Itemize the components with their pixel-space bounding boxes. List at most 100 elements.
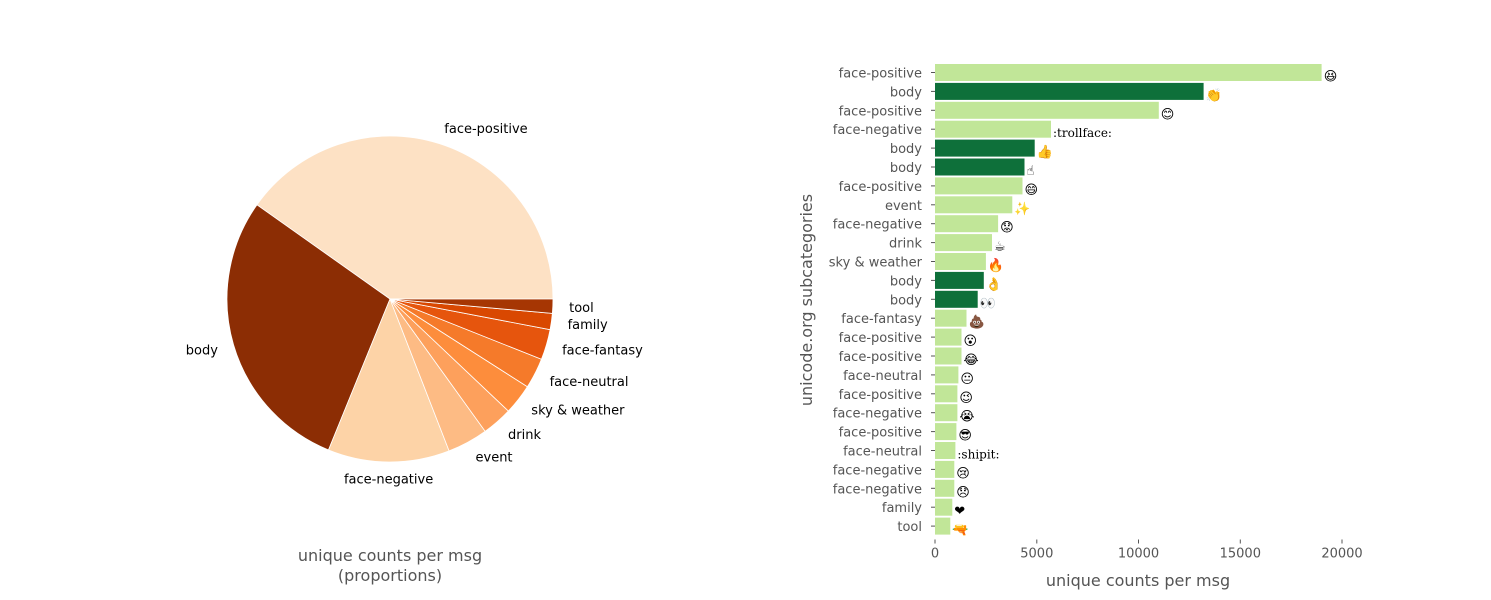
y-tick-label: face-negative xyxy=(833,482,922,497)
pie-label: face-fantasy xyxy=(562,343,643,358)
y-tick-label: body xyxy=(890,161,922,176)
bar xyxy=(935,460,955,478)
pie-label: event xyxy=(476,451,513,466)
y-tick-label: sky & weather xyxy=(829,256,923,271)
y-tick-label: face-negative xyxy=(833,123,922,138)
bar-emoji-label: 😄 xyxy=(1025,183,1039,198)
bar-emoji-label: 🔥 xyxy=(988,258,1004,274)
bar-chart: face-positive 😆 body 👏 face-positive 😊 face-ne… xyxy=(829,64,1363,562)
pie-slice-face-negative xyxy=(327,297,450,463)
pie-label: face-negative xyxy=(344,472,433,487)
bar xyxy=(935,309,967,327)
bar-emoji-label: 😭 xyxy=(959,410,974,425)
bar xyxy=(935,290,978,308)
y-tick-label: face-positive xyxy=(839,350,922,365)
bar xyxy=(935,139,1035,157)
y-tick-label: face-fantasy xyxy=(841,312,922,327)
y-tick-label: body xyxy=(890,142,922,157)
y-tick-label: face-positive xyxy=(839,104,922,119)
bar-emoji-label: 😂 xyxy=(964,353,979,368)
pie-chart: face-positive body face-negative event drink… xyxy=(186,122,643,487)
bar xyxy=(935,479,955,497)
y-tick-label: face-neutral xyxy=(843,445,922,460)
pie-label: body xyxy=(186,343,218,358)
bar-emoji-label: 💩 xyxy=(969,314,985,330)
bar xyxy=(935,442,956,459)
bar xyxy=(935,177,1023,195)
pie-x-axis-label-line: unique counts per msg xyxy=(298,546,482,565)
bar xyxy=(935,234,992,252)
bar-emoji-label: :trollface: xyxy=(1053,126,1112,140)
pie-x-axis-label: unique counts per msg (proportions) xyxy=(298,546,482,585)
bar-emoji-label: 😊 xyxy=(1161,107,1175,122)
pie-label: face-neutral xyxy=(550,375,629,390)
bar-emoji-label: 😎 xyxy=(958,429,972,444)
pie-label: face-positive xyxy=(444,122,527,137)
y-tick-label: face-negative xyxy=(833,463,922,478)
bar xyxy=(935,498,953,516)
y-tick-label: tool xyxy=(897,520,922,535)
bar xyxy=(935,423,957,441)
pie-slice-body xyxy=(226,204,391,451)
x-tick-label: 0 xyxy=(931,547,939,562)
y-tick-label: face-negative xyxy=(833,407,922,422)
bar-emoji-label: ☕ xyxy=(994,240,1006,255)
bar xyxy=(935,385,958,403)
bar-emoji-label: :shipit: xyxy=(957,448,999,462)
pie-label: sky & weather xyxy=(531,403,625,418)
bar xyxy=(935,196,1013,214)
pie-label: tool xyxy=(569,301,594,316)
bar xyxy=(935,517,951,535)
y-tick-label: face-negative xyxy=(833,218,922,233)
bar-emoji-label: 🔫 xyxy=(952,523,968,538)
bar xyxy=(935,328,962,346)
y-tick-label: face-positive xyxy=(839,388,922,403)
bar-emoji-label: 😟 xyxy=(1000,221,1014,236)
bar-emoji-label: ✨ xyxy=(1014,201,1030,217)
bar-emoji-label: 😐 xyxy=(960,372,974,387)
bar xyxy=(935,347,962,365)
y-tick-label: family xyxy=(882,501,922,516)
y-tick-label: event xyxy=(885,199,922,214)
pie-x-axis-label-line: (proportions) xyxy=(338,566,442,585)
pie-label: drink xyxy=(508,428,541,443)
bar xyxy=(935,366,959,384)
bar-x-axis-label: unique counts per msg xyxy=(1046,571,1230,590)
pie-slice-face-positive xyxy=(256,135,554,300)
pie-slice-tool xyxy=(389,298,554,314)
bar xyxy=(935,120,1051,138)
y-tick-label: drink xyxy=(889,237,922,252)
bar xyxy=(935,253,986,270)
bar-emoji-label: 👌 xyxy=(986,276,1002,292)
bar-y-axis-label: unicode.org subcategories xyxy=(797,194,816,406)
bar-emoji-label: 😮 xyxy=(964,334,978,349)
bar-emoji-label: 👀 xyxy=(980,296,996,311)
bar-emoji-label: 😆 xyxy=(1324,70,1338,85)
bar xyxy=(935,158,1025,176)
bar xyxy=(935,101,1159,119)
x-tick-label: 15000 xyxy=(1220,547,1261,562)
bar xyxy=(935,271,984,289)
bar xyxy=(935,64,1322,81)
y-tick-label: face-positive xyxy=(839,331,922,346)
y-tick-label: face-neutral xyxy=(843,369,922,384)
pie-label: family xyxy=(568,318,608,333)
bar xyxy=(935,215,999,233)
bar-emoji-label: 👍 xyxy=(1037,144,1053,160)
bar-emoji-label: 😞 xyxy=(956,485,970,500)
x-tick-label: 10000 xyxy=(1118,547,1159,562)
x-tick-label: 20000 xyxy=(1321,547,1362,562)
y-tick-label: body xyxy=(890,85,922,100)
bar-emoji-label: ☝ xyxy=(1027,164,1035,179)
bar-emoji-label: ❤ xyxy=(954,504,965,519)
y-tick-label: body xyxy=(890,274,922,289)
y-tick-label: body xyxy=(890,293,922,308)
bar xyxy=(935,82,1204,100)
bar-emoji-label: 😢 xyxy=(956,466,970,481)
y-tick-label: face-positive xyxy=(839,180,922,195)
x-tick-label: 5000 xyxy=(1020,547,1053,562)
bar-emoji-label: 👏 xyxy=(1206,87,1222,103)
bar-emoji-label: 😉 xyxy=(959,391,973,406)
bar xyxy=(935,404,958,422)
